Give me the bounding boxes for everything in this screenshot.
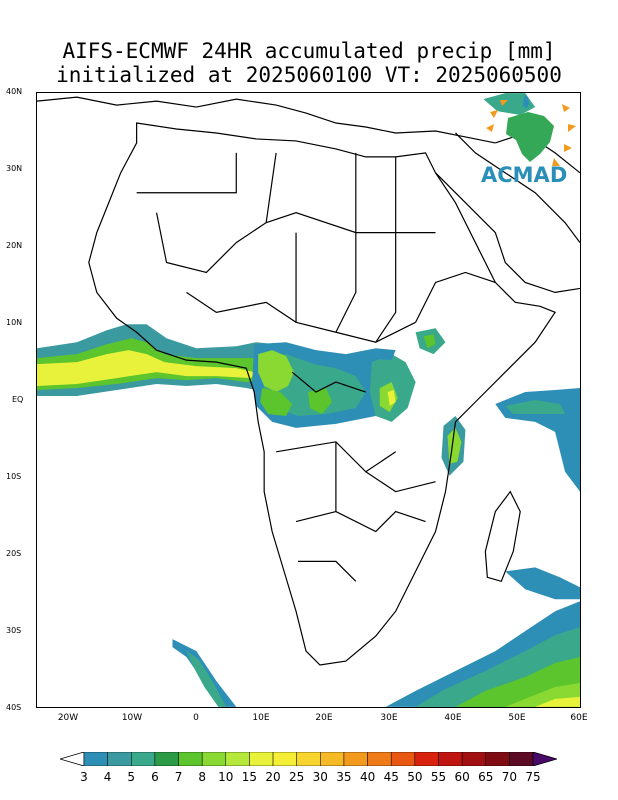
lon-label-10e: 10E xyxy=(252,713,270,723)
colorbar-label: 8 xyxy=(198,770,206,784)
lon-label-60e: 60E xyxy=(570,713,588,723)
colorbar-cell xyxy=(154,752,179,766)
colorbar-label: 75 xyxy=(525,770,541,784)
colorbar-label: 70 xyxy=(501,770,517,784)
colorbar-cell xyxy=(320,752,345,766)
colorbar-cell xyxy=(485,752,510,766)
lon-label-20e: 20E xyxy=(315,713,333,723)
colorbar-label: 20 xyxy=(265,770,281,784)
lon-label-20w: 20W xyxy=(57,713,79,723)
colorbar-label: 6 xyxy=(151,770,159,784)
lat-label-20n: 20N xyxy=(6,241,23,250)
colorbar-label: 50 xyxy=(407,770,423,784)
colorbar-cell xyxy=(178,752,203,766)
colorbar-cell xyxy=(414,752,439,766)
lat-label-30n: 30N xyxy=(6,164,23,173)
colorbar-cell xyxy=(390,752,416,766)
lon-label-0: 0 xyxy=(193,713,199,723)
lat-label-40s: 40S xyxy=(6,703,22,712)
colorbar-cell xyxy=(343,752,368,766)
colorbar-label: 65 xyxy=(478,770,494,784)
lon-label-50e: 50E xyxy=(508,713,526,723)
colorbar-label: 60 xyxy=(454,770,470,784)
colorbar-cell xyxy=(249,752,274,766)
colorbar-cell xyxy=(367,752,392,766)
colorbar-label: 5 xyxy=(127,770,136,784)
colorbar-label: 45 xyxy=(383,770,399,784)
lat-label-20s: 20S xyxy=(6,549,22,558)
colorbar-label: 35 xyxy=(336,770,352,784)
acmad-logo-text: ACMAD xyxy=(481,163,568,187)
lat-label-10n: 10N xyxy=(6,318,23,327)
colorbar-label: 55 xyxy=(430,770,447,784)
colorbar-cell xyxy=(83,752,108,766)
colorbar-label: 4 xyxy=(103,770,112,784)
lon-label-30e: 30E xyxy=(380,713,398,723)
lon-label-10w: 10W xyxy=(121,713,143,723)
lat-label-eq: EQ xyxy=(12,395,24,404)
colorbar-label: 10 xyxy=(218,770,234,784)
map-title-line2: initialized at 2025060100 VT: 2025060500 xyxy=(56,63,562,87)
colorbar xyxy=(60,752,557,766)
colorbar-label: 40 xyxy=(359,770,376,784)
lat-label-30s: 30S xyxy=(6,626,22,635)
coastlines xyxy=(37,96,580,666)
lat-label-10s: 10S xyxy=(6,472,22,481)
map-title-line1: AIFS-ECMWF 24HR accumulated precip [mm] xyxy=(62,39,556,63)
colorbar-cell xyxy=(438,752,463,766)
colorbar-cell xyxy=(225,752,250,766)
colorbar-cell xyxy=(461,752,486,766)
colorbar-cell xyxy=(272,752,297,766)
colorbar-arrow-low xyxy=(60,752,85,766)
colorbar-label: 3 xyxy=(80,770,88,784)
colorbar-cell xyxy=(509,752,534,766)
colorbar-label: 7 xyxy=(174,770,183,784)
colorbar-label: 15 xyxy=(241,770,258,784)
lon-label-40e: 40E xyxy=(444,713,462,723)
lat-label-40n: 40N xyxy=(6,87,23,96)
colorbar-cell xyxy=(201,752,227,766)
colorbar-cell xyxy=(131,752,156,766)
colorbar-arrow-high xyxy=(532,752,557,766)
colorbar-cell xyxy=(107,752,132,766)
precip-shading xyxy=(37,93,580,707)
acmad-logo xyxy=(486,94,576,166)
colorbar-label: 30 xyxy=(312,770,328,784)
colorbar-label: 25 xyxy=(289,770,305,784)
colorbar-cell xyxy=(296,752,321,766)
precip-map xyxy=(36,92,581,708)
